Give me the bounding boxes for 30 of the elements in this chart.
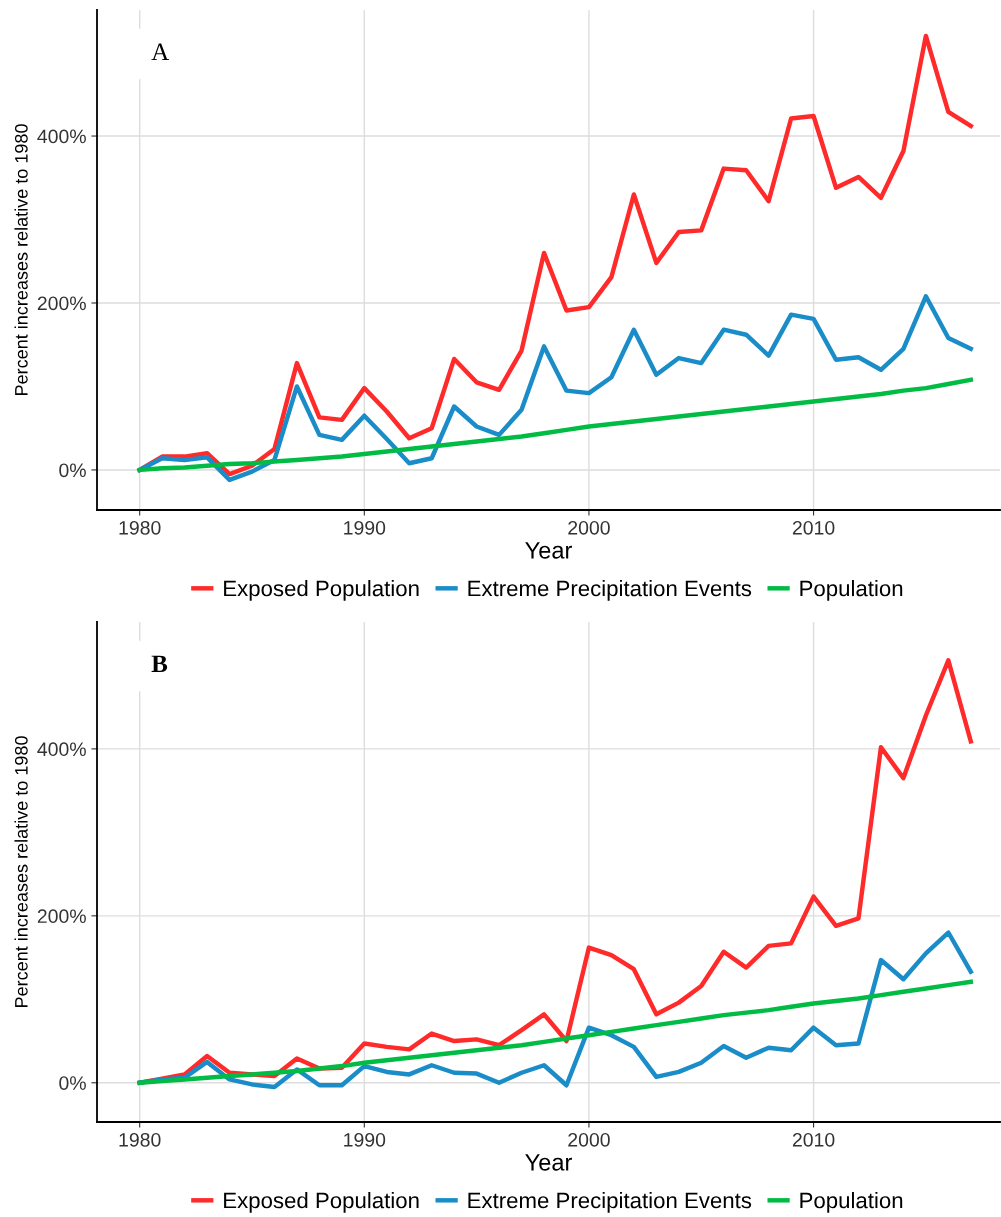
- legend-label: Extreme Precipitation Events: [468, 1192, 752, 1213]
- y-axis-title: Percent increases relative to 1980: [14, 736, 28, 1008]
- line-series: [137, 33, 974, 477]
- x-tick-label: 1980: [119, 520, 161, 535]
- legend-label: Population: [800, 580, 903, 601]
- y-tick-label: 400%: [37, 742, 86, 757]
- legend-label: Population: [800, 1192, 903, 1213]
- x-tick-label: 2000: [568, 1132, 610, 1147]
- x-axis-title: Year: [525, 542, 572, 559]
- legend-label: Exposed Population: [224, 1192, 419, 1213]
- y-tick-label: 400%: [37, 129, 86, 144]
- x-tick-label: 2010: [792, 1132, 835, 1147]
- y-tick-label: 200%: [37, 296, 86, 311]
- line-series: [137, 294, 974, 483]
- y-tick-label: 0%: [59, 463, 86, 478]
- x-tick-label: 1990: [344, 1132, 386, 1147]
- x-tick-label: 2000: [568, 520, 610, 535]
- y-tick-label: 0%: [59, 1076, 86, 1090]
- annotation: A: [151, 43, 170, 60]
- x-tick-label: 2010: [792, 520, 835, 535]
- legend-label: Exposed Population: [224, 580, 419, 601]
- x-tick-label: 1980: [119, 1132, 161, 1147]
- y-tick-label: 200%: [37, 909, 86, 924]
- annotation: B: [151, 655, 168, 673]
- line-series: [137, 979, 974, 1085]
- legend-label: Extreme Precipitation Events: [468, 580, 752, 601]
- y-axis-title: Percent increases relative to 1980: [14, 124, 28, 396]
- x-axis-title: Year: [525, 1154, 572, 1171]
- x-tick-label: 1990: [344, 520, 386, 535]
- line-series: [137, 377, 974, 473]
